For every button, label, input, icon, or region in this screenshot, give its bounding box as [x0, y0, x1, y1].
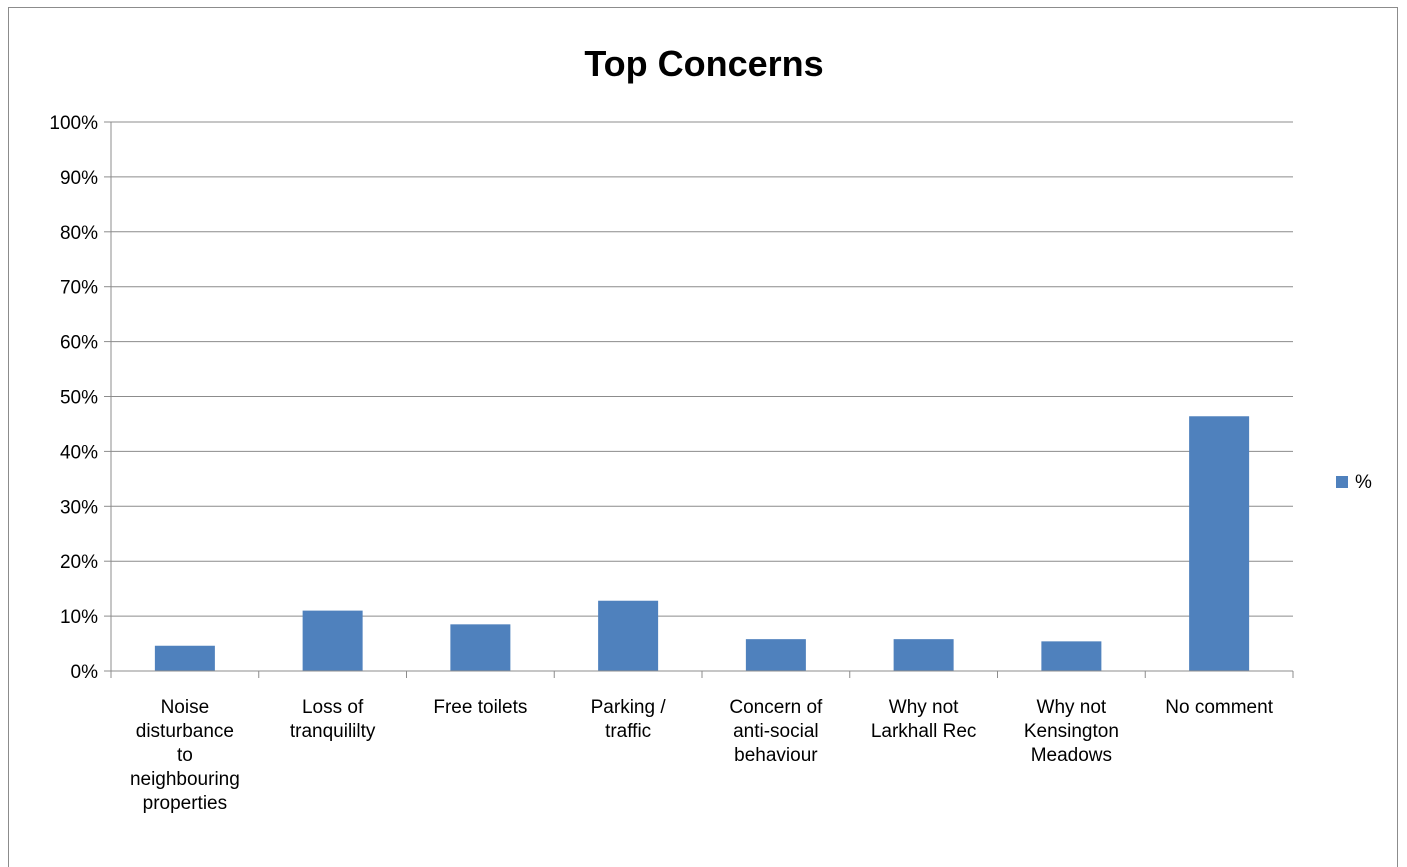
bar [1189, 416, 1250, 671]
y-tick-label: 20% [60, 552, 98, 573]
chart-title: Top Concerns [584, 43, 823, 84]
x-category-label: Parking / traffic [591, 697, 667, 742]
y-tick-label: 30% [60, 497, 98, 518]
x-category-label: Concern of anti-social behaviour [729, 697, 823, 766]
y-tick-label: 80% [60, 223, 98, 244]
y-tick-label: 100% [49, 113, 98, 134]
y-tick-label: 70% [60, 278, 98, 299]
y-tick-label: 40% [60, 442, 98, 463]
y-tick-label: 90% [60, 168, 98, 189]
gridlines [111, 121, 1293, 617]
x-category-label: Why not Larkhall Rec [871, 697, 977, 742]
y-tick-label: 50% [60, 388, 98, 409]
y-tick-label: 0% [71, 662, 99, 683]
bar [450, 624, 511, 671]
bar [1041, 641, 1102, 671]
x-category-label: Noise disturbance to neighbouring properties [130, 697, 240, 814]
axes [104, 121, 1294, 678]
bar [302, 610, 363, 671]
y-tick-label: 10% [60, 607, 98, 628]
bars [154, 416, 1250, 671]
bar [598, 600, 659, 671]
x-axis-category-labels: Noise disturbance to neighbouring properties… [130, 697, 1274, 814]
legend-label: % [1355, 472, 1372, 493]
x-category-label: Loss of tranquililty [290, 697, 376, 742]
bar [154, 645, 215, 671]
legend-swatch [1336, 476, 1348, 488]
x-category-label: Why not Kensington Meadows [1024, 697, 1119, 766]
x-category-label: No comment [1165, 697, 1273, 718]
chart-frame [8, 7, 1398, 867]
y-axis-tick-labels: 0% 10% 20% 30% 40% 50% 60% 70% 80% 90% 100% [49, 113, 98, 683]
x-category-label: Free toilets [433, 697, 527, 718]
y-tick-label: 60% [60, 333, 98, 354]
bar [745, 639, 806, 671]
bar [893, 639, 954, 671]
legend: % [1336, 472, 1372, 493]
